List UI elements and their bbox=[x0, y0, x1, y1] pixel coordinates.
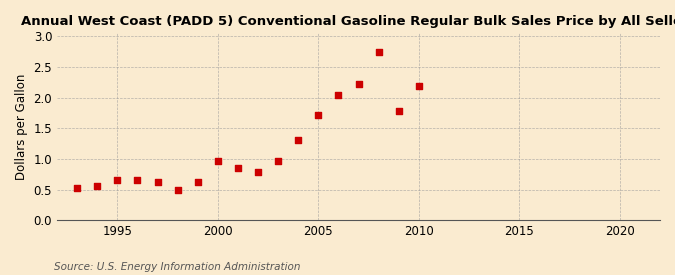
Point bbox=[72, 185, 82, 190]
Point bbox=[172, 188, 183, 192]
Point bbox=[373, 50, 384, 54]
Point bbox=[333, 93, 344, 97]
Point bbox=[252, 170, 263, 174]
Y-axis label: Dollars per Gallon: Dollars per Gallon bbox=[15, 73, 28, 180]
Point bbox=[213, 158, 223, 163]
Point bbox=[192, 179, 203, 184]
Point bbox=[112, 178, 123, 183]
Title: Annual West Coast (PADD 5) Conventional Gasoline Regular Bulk Sales Price by All: Annual West Coast (PADD 5) Conventional … bbox=[21, 15, 675, 28]
Point bbox=[92, 184, 103, 188]
Point bbox=[232, 166, 243, 170]
Point bbox=[413, 84, 424, 88]
Text: Source: U.S. Energy Information Administration: Source: U.S. Energy Information Administ… bbox=[54, 262, 300, 272]
Point bbox=[394, 108, 404, 113]
Point bbox=[132, 178, 143, 183]
Point bbox=[293, 138, 304, 142]
Point bbox=[353, 82, 364, 86]
Point bbox=[313, 112, 324, 117]
Point bbox=[152, 179, 163, 184]
Point bbox=[273, 159, 284, 164]
